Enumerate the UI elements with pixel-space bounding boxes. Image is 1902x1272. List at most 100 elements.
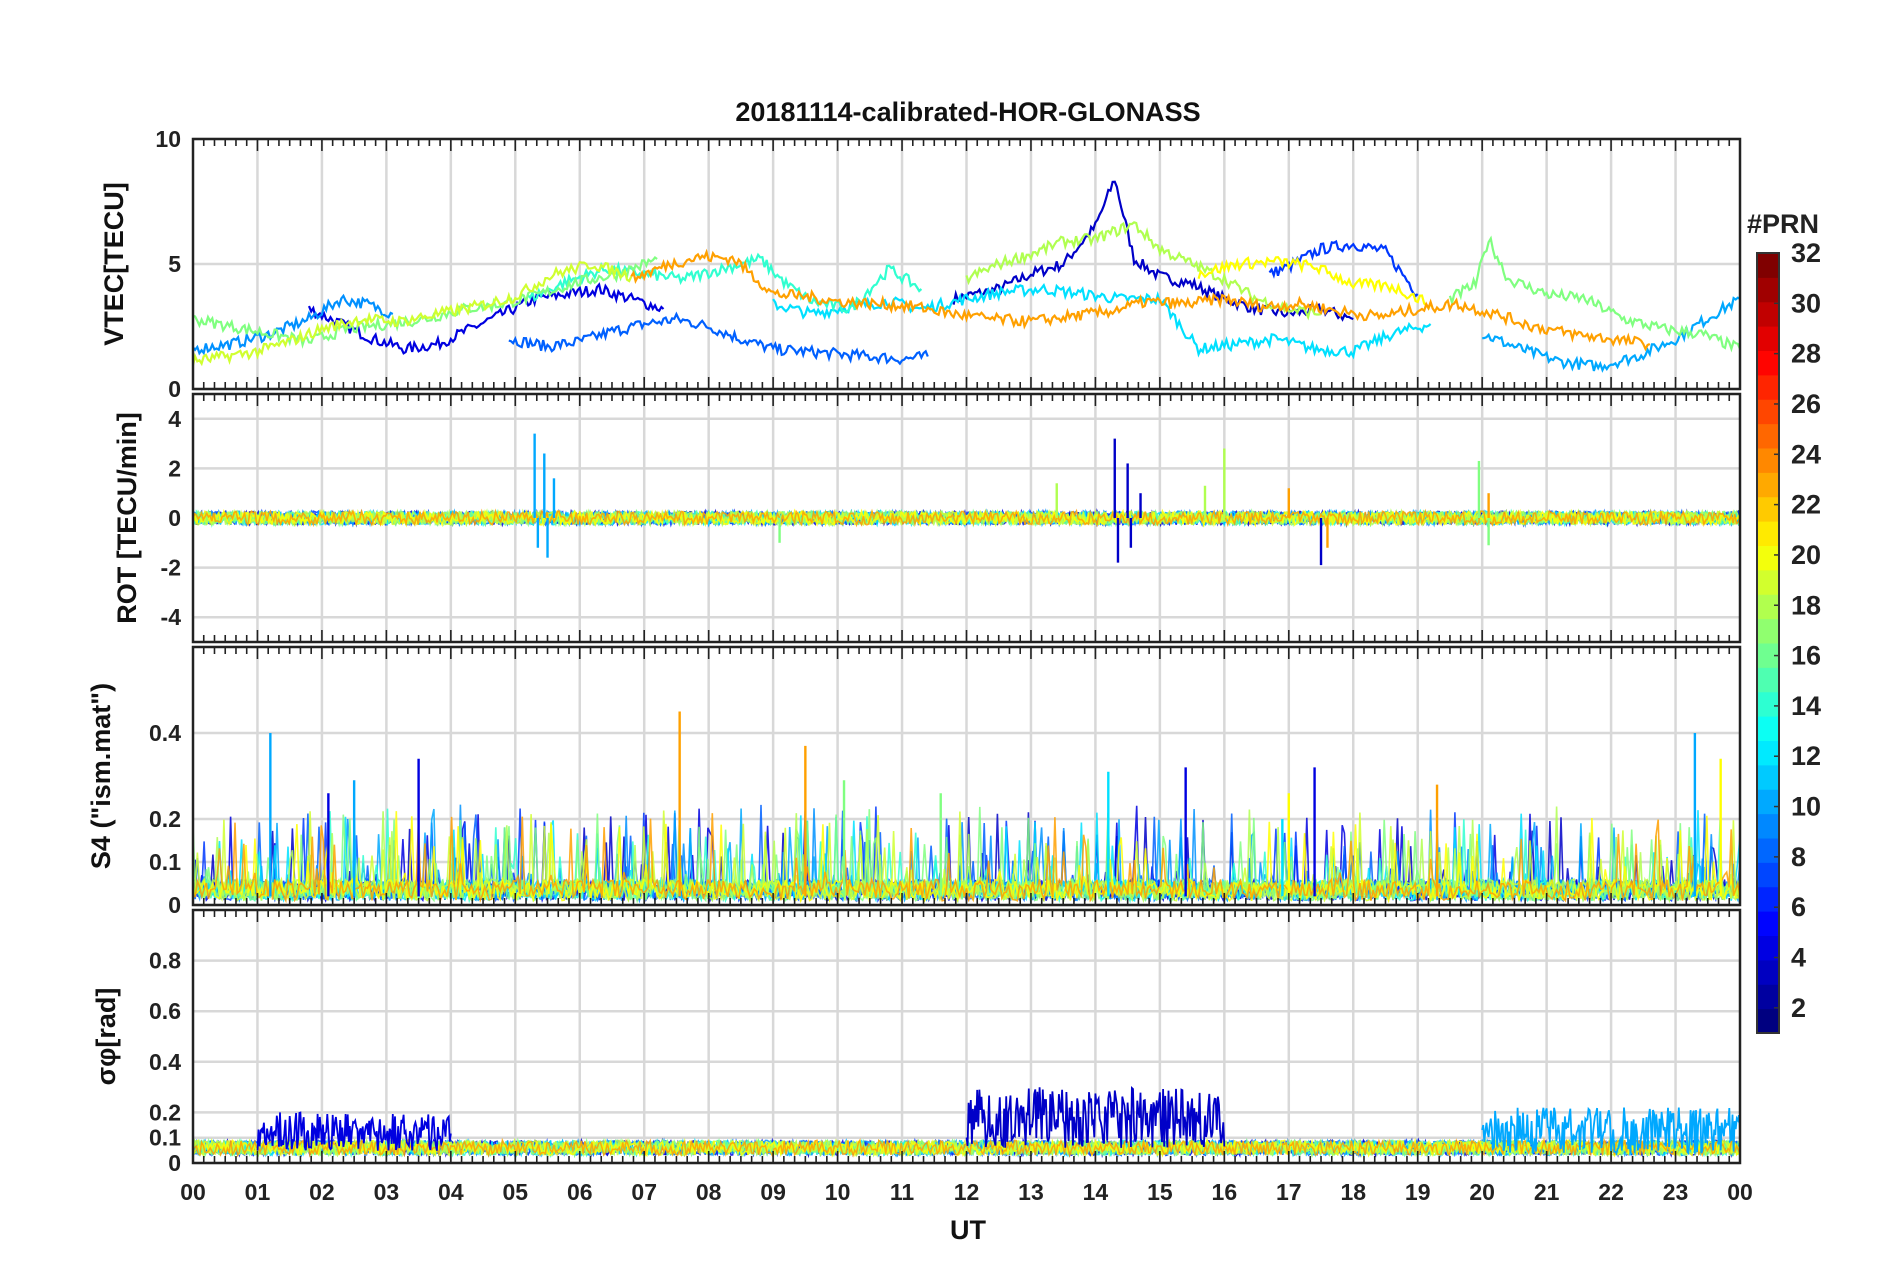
y-axis-label-0: VTEC[TECU]	[99, 182, 129, 346]
y-axis-label-1: ROT [TECU/min]	[112, 412, 142, 623]
y-tick-label: 0.4	[149, 1049, 181, 1075]
x-tick-label: 18	[1340, 1179, 1366, 1205]
x-tick-label: 07	[631, 1179, 657, 1205]
x-tick-label: 17	[1276, 1179, 1302, 1205]
colorbar-segment	[1757, 959, 1779, 985]
colorbar-segment	[1757, 984, 1779, 1010]
colorbar-segment	[1757, 740, 1779, 766]
x-tick-label: 00	[1727, 1179, 1753, 1205]
vtec-series-prn-10	[1482, 296, 1740, 373]
x-tick-label: 12	[954, 1179, 980, 1205]
y-tick-label: 0.8	[149, 948, 181, 974]
x-tick-label: 02	[309, 1179, 335, 1205]
colorbar-segment	[1757, 643, 1779, 668]
vtec-series-prn-3	[307, 282, 665, 355]
vtec-series-prn-2	[952, 180, 1354, 322]
x-tick-label: 06	[567, 1179, 593, 1205]
colorbar-tick-label: 10	[1791, 792, 1821, 822]
colorbar-segment	[1757, 667, 1779, 693]
y-tick-label: 4	[168, 406, 181, 432]
colorbar-tick-label: 22	[1791, 490, 1821, 520]
y-tick-label: 0	[168, 1150, 181, 1176]
colorbar-segment	[1757, 399, 1779, 425]
colorbar-segment	[1757, 496, 1779, 522]
y-tick-label: 5	[168, 251, 181, 277]
colorbar-tick-label: 28	[1791, 339, 1821, 369]
colorbar-tick-label: 18	[1791, 590, 1821, 620]
vtec-series-prn-19	[193, 260, 633, 367]
colorbar-segment	[1757, 935, 1779, 961]
y-axis-label-2: S4 ("ism.mat")	[86, 683, 116, 869]
colorbar-tick-label: 30	[1791, 288, 1821, 318]
x-tick-label: 09	[760, 1179, 786, 1205]
y-tick-label: 0	[168, 505, 181, 531]
x-tick-label: 19	[1405, 1179, 1431, 1205]
x-tick-label: 08	[696, 1179, 722, 1205]
x-axis-label: UT	[950, 1215, 986, 1245]
colorbar-tick-label: 32	[1791, 238, 1821, 268]
colorbar-segment	[1757, 886, 1779, 912]
colorbar-tick-label: 6	[1791, 892, 1806, 922]
colorbar-segment	[1757, 569, 1779, 595]
colorbar-segment	[1757, 472, 1779, 498]
y-tick-label: 0	[168, 892, 181, 918]
y-tick-label: 0.1	[149, 849, 181, 875]
panel-2: 0 0.1 0.2 0.4 S4 ("ism.mat")	[86, 645, 1742, 918]
colorbar-segment	[1757, 423, 1779, 449]
colorbar-segment	[1757, 350, 1779, 376]
x-tick-label: 11	[890, 1179, 915, 1205]
colorbar-tick-label: 16	[1791, 641, 1821, 671]
sigma-band-prn-2	[965, 1085, 1226, 1148]
y-tick-label: 2	[168, 455, 181, 481]
rot-noise-trace	[193, 508, 1740, 528]
y-tick-label: 0.1	[149, 1125, 181, 1151]
x-tick-label: 03	[374, 1179, 400, 1205]
colorbar-tick-label: 2	[1791, 993, 1806, 1023]
vtec-series-prn-16	[1448, 235, 1740, 353]
panel-3: 00.10.2 0.4 0.6 0.8 σφ[rad]	[91, 908, 1742, 1176]
panel-0: 0 5 10 VTEC[TECU]	[99, 126, 1742, 402]
x-tick-label: 10	[825, 1179, 851, 1205]
x-tick-label: 16	[1212, 1179, 1238, 1205]
x-tick-label: 20	[1469, 1179, 1495, 1205]
x-tick-label: 15	[1147, 1179, 1173, 1205]
x-tick-label: 05	[502, 1179, 528, 1205]
colorbar-tick-label: 14	[1791, 691, 1821, 721]
y-tick-label: 0.6	[149, 998, 181, 1024]
colorbar-segment	[1757, 911, 1779, 936]
colorbar-frame	[1756, 252, 1780, 1034]
colorbar-segment	[1757, 521, 1779, 546]
colorbar-segment	[1757, 374, 1779, 400]
y-tick-label: -2	[161, 555, 181, 581]
y-axis-label-3: σφ[rad]	[91, 988, 121, 1086]
colorbar-segment	[1757, 813, 1779, 839]
colorbar-segment	[1757, 448, 1779, 473]
colorbar-tick-label: 24	[1791, 439, 1821, 469]
y-tick-label: -4	[161, 604, 182, 630]
x-tick-label: 21	[1534, 1179, 1560, 1205]
s4-trace	[193, 813, 1740, 904]
vtec-series-prn-20	[1197, 256, 1432, 311]
colorbar-segment	[1757, 253, 1779, 278]
colorbar-segment	[1757, 789, 1779, 815]
colorbar-tick-label: 8	[1791, 842, 1806, 872]
colorbar-segment	[1757, 838, 1779, 863]
x-tick-label: 23	[1663, 1179, 1689, 1205]
vtec-series-prn-16	[193, 256, 658, 349]
x-tick-label: 22	[1598, 1179, 1624, 1205]
colorbar-segment	[1757, 545, 1779, 571]
colorbar-segment	[1757, 594, 1779, 620]
colorbar-label: #PRN	[1747, 209, 1819, 239]
y-tick-label: 0.2	[149, 806, 181, 832]
panel-1: -4 -2 0 2 4 ROT [TECU/min]	[112, 392, 1742, 644]
colorbar-segment	[1757, 862, 1779, 888]
vtec-series-prn-9	[193, 293, 394, 356]
vtec-series-prn-7	[508, 311, 929, 366]
colorbar-segment	[1757, 301, 1779, 327]
vtec-series-prn-18	[965, 221, 1322, 321]
panel-data	[193, 433, 1740, 566]
y-tick-label: 0	[168, 376, 181, 402]
